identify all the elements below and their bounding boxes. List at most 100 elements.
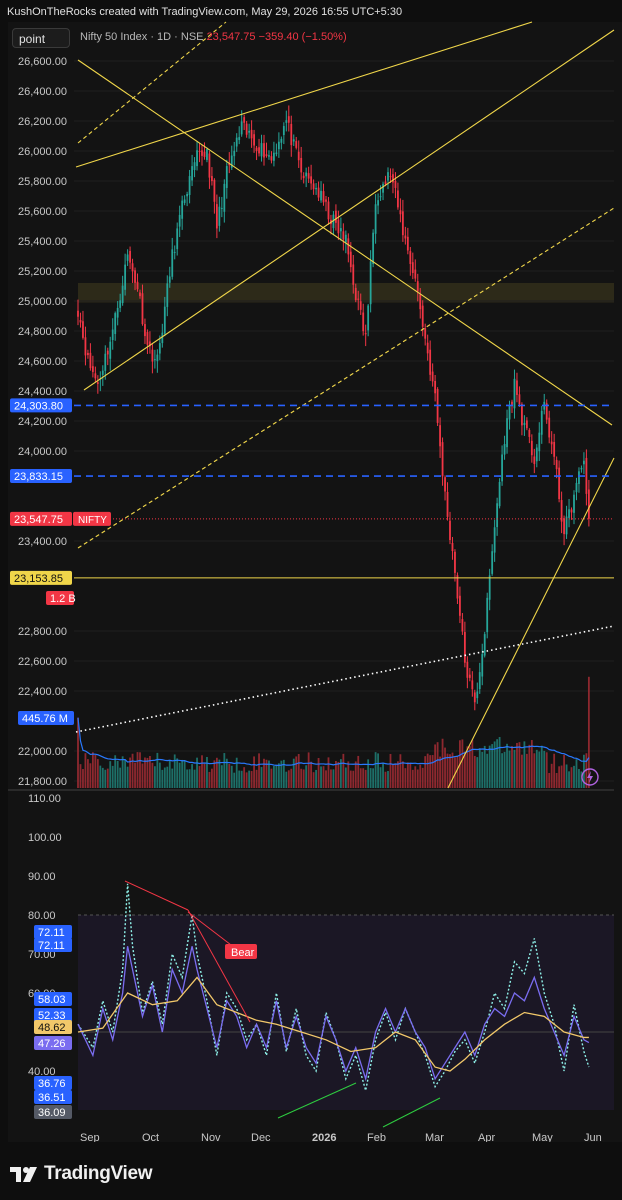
volume-bar [119,767,122,788]
candle-body [335,210,337,223]
volume-bar [362,768,365,788]
candle-body [498,481,501,507]
candle-body [275,152,278,155]
volume-bar [136,752,139,788]
volume-bar [513,749,516,788]
legend-change: −359.40 (−1.50%) [258,31,347,43]
candle-body [161,332,164,344]
candle-body [297,151,300,161]
price-tick-label: 24,400.00 [18,386,67,398]
bear-divergence-line [187,911,236,949]
level-badge [10,469,72,484]
candle-body [446,491,449,517]
candle-body [342,231,345,240]
price-grid [74,60,614,782]
tradingview-logo[interactable]: TradingView [10,1163,153,1185]
candle-body [206,149,208,160]
candle-body [377,200,379,206]
time-axis-label: Nov [201,1132,221,1144]
rsi-tick-label: 90.00 [28,871,56,883]
candle-body [347,238,350,255]
volume-bar [245,772,248,788]
candle-body [560,500,563,522]
candle-body [528,429,531,437]
volume-bar [129,757,131,788]
volume-bar [382,762,384,788]
candle-body [312,183,315,190]
volume-bar [397,761,399,788]
candle-body [483,634,486,656]
volume-bar [563,754,565,788]
rsi-value-label: 36.51 [38,1092,66,1104]
supply-zone [78,283,614,303]
candle-body [449,520,451,541]
candle-body [488,575,491,600]
volume-bar [171,768,174,788]
candle-body [146,332,149,345]
candle-body [198,150,201,152]
price-tick-label: 25,800.00 [18,176,67,188]
candle-body [213,179,216,202]
volume-bar [575,759,578,788]
candle-body [523,422,526,426]
candle-body [248,130,251,133]
volume-bar [111,765,114,788]
candle-body [508,405,511,420]
volume-bar [493,741,496,788]
candle-body [441,442,444,477]
candle-body [260,143,263,157]
candle-body [573,494,575,513]
volume-bar [414,766,417,788]
candle-body [434,380,437,394]
price-tick-label: 22,800.00 [18,626,67,638]
volume-bar [99,765,102,788]
rsi-value-badge [34,1008,72,1022]
candle-body [327,201,330,220]
volume-bar [151,762,154,788]
candle-body [513,378,516,409]
rsi-tick-label: 40.00 [28,1066,56,1078]
rsi-value-label: 48.62 [38,1022,66,1034]
candle-body [218,206,221,226]
volume-bar [198,766,201,788]
candle-body [235,137,238,147]
symbol-button[interactable]: point [12,28,70,48]
volume-bar [454,757,456,788]
volume-bar [409,763,412,788]
volume-bar [250,771,253,788]
volume-bar [161,769,164,788]
candle-body [359,301,362,310]
last-price-label: 23,547.75 [14,514,63,526]
candle-body [540,410,543,435]
candle-body [77,310,79,317]
volume-bar [449,754,451,788]
volume-bar [525,753,528,788]
volume-bar [307,752,310,788]
volume-bar [173,754,176,788]
volume-bar [134,762,136,788]
candle-body [439,425,441,447]
rsi-value-label: 36.76 [38,1078,66,1090]
candle-body [265,154,268,156]
candle-body [578,471,580,485]
volume-bar [243,767,246,788]
bear-divergence-line [187,909,251,1023]
candle-body [372,232,375,265]
volume-bar [538,751,541,788]
candle-body [193,162,196,170]
volume-bar [416,769,419,788]
volume-bar [181,759,184,788]
candle-body [183,199,186,203]
candle-body [459,595,461,616]
volume-bar [89,763,92,788]
trendline [447,457,615,789]
volume-bar [79,764,82,788]
volume-bar [473,755,476,788]
volume-bar [220,765,223,788]
candle-body [352,264,355,285]
candle-body [126,254,129,261]
candle-body [290,123,293,146]
volume-bar [436,742,439,788]
volume-bar [82,769,84,788]
